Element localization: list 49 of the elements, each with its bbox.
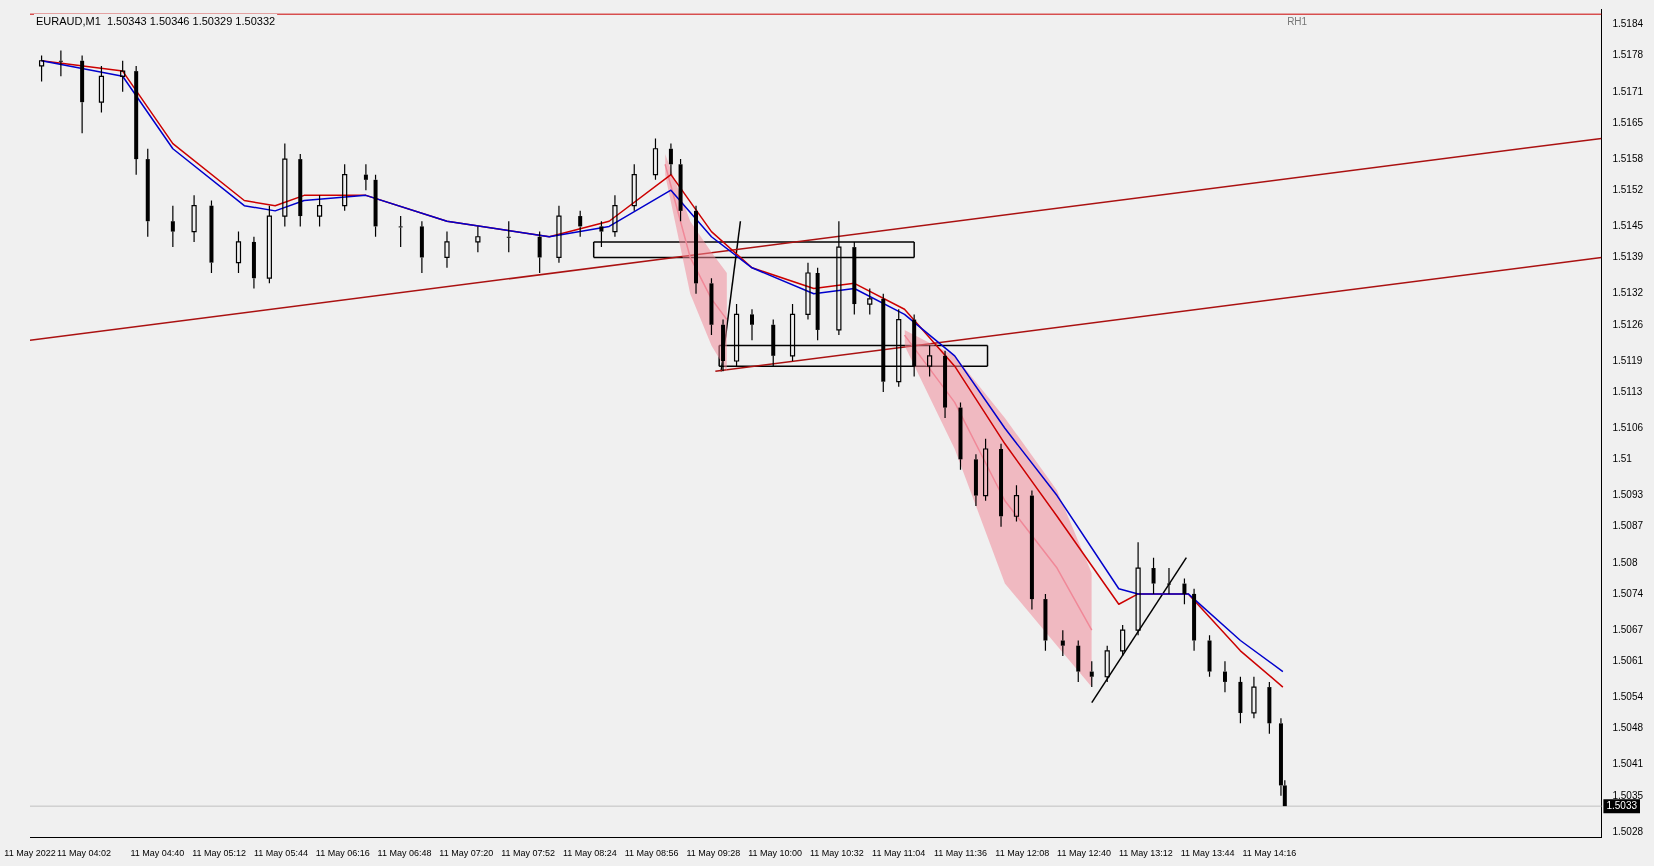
x-tick-label: 11 May 04:02 <box>57 848 111 859</box>
x-tick-label: 11 May 07:52 <box>501 848 555 859</box>
y-tick-label: 1.5158 <box>1612 152 1644 164</box>
x-tick-label: 11 May 13:44 <box>1180 848 1235 859</box>
y-tick-label: 1.5048 <box>1612 722 1644 734</box>
x-tick-label: 11 May 14:16 <box>1242 848 1297 859</box>
y-tick-label: 1.5132 <box>1612 287 1644 299</box>
x-tick-label: 11 May 11:04 <box>872 848 926 859</box>
y-tick-label: 1.5106 <box>1612 422 1644 434</box>
y-tick-label: 1.5178 <box>1612 49 1644 61</box>
y-tick-label: 1.5152 <box>1612 183 1644 195</box>
y-tick-label: 1.5139 <box>1612 251 1644 263</box>
x-tick-label: 11 May 12:08 <box>995 848 1050 859</box>
y-tick-label: 1.5087 <box>1612 520 1644 532</box>
x-tick-label: 11 May 07:20 <box>439 848 494 859</box>
y-tick-label: 1.5119 <box>1612 354 1643 366</box>
y-tick-label: 1.508 <box>1612 556 1638 568</box>
y-tick-label: 1.5028 <box>1612 825 1644 837</box>
y-tick-label: 1.5171 <box>1612 85 1644 97</box>
x-tick-label: 11 May 06:48 <box>377 848 432 859</box>
x-tick-label: 11 May 12:40 <box>1057 848 1111 859</box>
x-tick-label: 11 May 10:32 <box>810 848 864 859</box>
y-tick-label: 1.5093 <box>1612 489 1644 501</box>
y-tick-label: 1.5165 <box>1612 116 1644 128</box>
y-tick-label: 1.5067 <box>1612 623 1644 635</box>
x-tick-label: 11 May 09:28 <box>686 848 741 859</box>
x-tick-label: 11 May 08:24 <box>562 848 617 859</box>
x-tick-label: 11 May 05:44 <box>254 848 308 859</box>
ref-line-label: 1.5033 <box>1606 799 1638 811</box>
text: EURAUD,M1 1.50343 1.50346 1.50329 1.50332 <box>36 14 276 27</box>
y-tick-label: 1.5041 <box>1612 758 1644 770</box>
x-tick-label: 11 May 06:16 <box>315 848 370 859</box>
x-tick-label: 11 May 2022 <box>4 848 56 859</box>
y-tick-label: 1.5074 <box>1612 587 1644 599</box>
ref-line-label: RH1 <box>1287 15 1308 27</box>
y-tick-label: 1.5145 <box>1612 220 1644 232</box>
x-tick-label: 11 May 11:36 <box>933 848 988 859</box>
y-tick-label: 1.51 <box>1612 453 1633 465</box>
x-tick-label: 11 May 05:12 <box>192 848 247 859</box>
x-tick-label: 11 May 10:00 <box>748 848 803 859</box>
y-tick-label: 1.5035 <box>1612 789 1644 801</box>
y-tick-label: 1.5061 <box>1612 654 1644 666</box>
y-tick-label: 1.5126 <box>1612 318 1644 330</box>
y-tick-label: 1.5113 <box>1612 385 1643 397</box>
x-tick-label: 11 May 04:40 <box>130 848 185 859</box>
y-tick-label: 1.5184 <box>1612 18 1644 30</box>
y-tick-label: 1.5054 <box>1612 691 1644 703</box>
x-tick-label: 11 May 08:56 <box>624 848 679 859</box>
x-tick-label: 11 May 13:12 <box>1118 848 1173 859</box>
